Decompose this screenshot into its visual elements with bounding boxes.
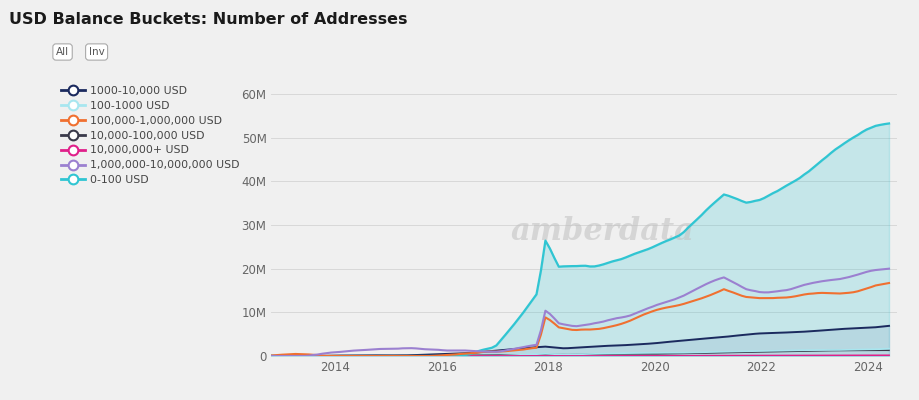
Text: USD Balance Buckets: Number of Addresses: USD Balance Buckets: Number of Addresses	[9, 12, 407, 27]
Text: All: All	[56, 47, 69, 57]
Text: amberdata: amberdata	[510, 216, 694, 246]
Legend: 1000-10,000 USD, 100-1000 USD, 100,000-1,000,000 USD, 10,000-100,000 USD, 10,000: 1000-10,000 USD, 100-1000 USD, 100,000-1…	[61, 86, 240, 185]
Text: Inv: Inv	[88, 47, 105, 57]
